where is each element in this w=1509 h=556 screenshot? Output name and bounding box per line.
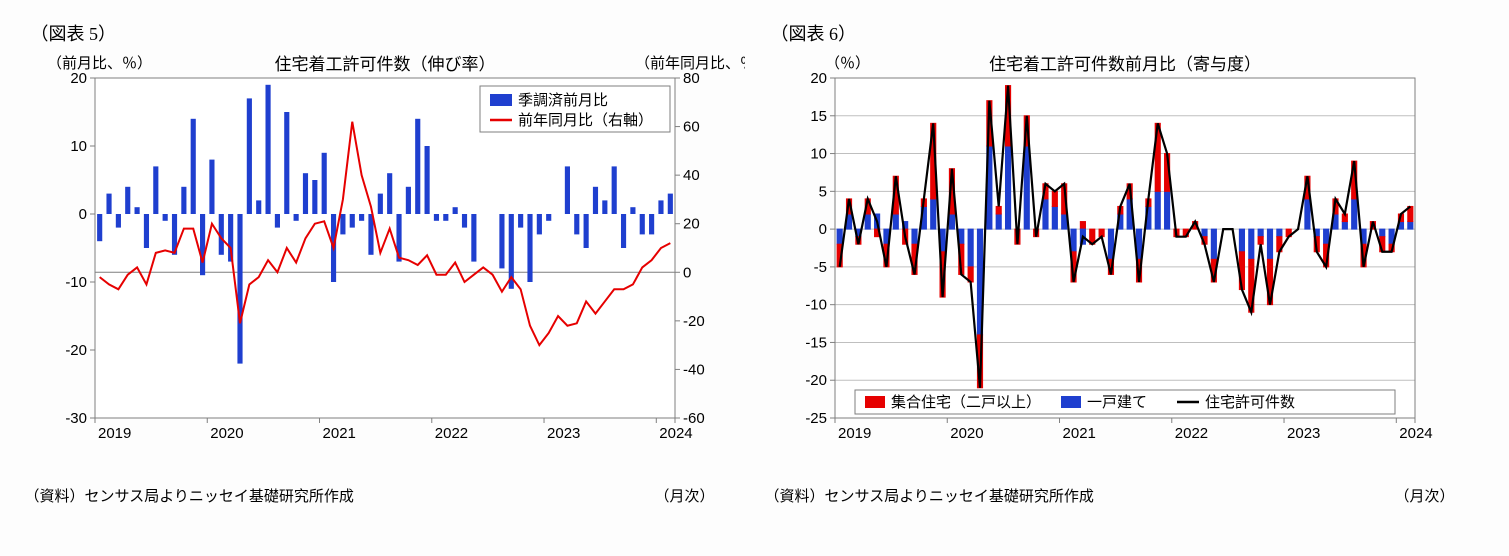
svg-text:15: 15 <box>810 108 827 125</box>
figure-5-xunit: （月次） <box>654 485 714 506</box>
svg-text:住宅着工許可件数前月比（寄与度）: 住宅着工許可件数前月比（寄与度） <box>989 55 1261 74</box>
svg-text:5: 5 <box>818 183 826 200</box>
svg-text:2020: 2020 <box>210 425 243 442</box>
svg-text:2021: 2021 <box>322 425 355 442</box>
svg-text:2024: 2024 <box>1399 425 1432 442</box>
svg-text:20: 20 <box>810 70 827 87</box>
svg-text:2019: 2019 <box>838 425 871 442</box>
svg-text:住宅着工許可件数（伸び率）: 住宅着工許可件数（伸び率） <box>274 55 495 74</box>
figure-6-caption: （図表 6） <box>771 20 1485 46</box>
svg-text:-40: -40 <box>683 361 705 378</box>
svg-text:0: 0 <box>818 221 826 238</box>
svg-text:0: 0 <box>78 206 86 223</box>
svg-text:-20: -20 <box>65 342 87 359</box>
figure-6-source: （資料）センサス局よりニッセイ基礎研究所作成 <box>765 485 1094 506</box>
figure-5-chart: （前月比、％）（前年同月比、％）住宅着工許可件数（伸び率）-30-20-1001… <box>25 48 745 478</box>
svg-text:-25: -25 <box>805 410 827 427</box>
svg-text:2024: 2024 <box>659 425 692 442</box>
svg-text:2022: 2022 <box>434 425 467 442</box>
svg-text:2022: 2022 <box>1174 425 1207 442</box>
svg-text:40: 40 <box>683 167 700 184</box>
svg-text:前年同月比（右軸）: 前年同月比（右軸） <box>518 112 653 129</box>
figure-6-chart: （％） 住宅着工許可件数前月比（寄与度） -25 -20 -15 -10 -5 0 5 10 15 2… <box>765 48 1485 478</box>
svg-text:-15: -15 <box>805 334 827 351</box>
svg-text:一戸建て: 一戸建て <box>1087 394 1147 411</box>
figure-5-caption: （図表 5） <box>31 20 745 46</box>
figure-6-xunit: （月次） <box>1394 485 1454 506</box>
figure-5-panel: （図表 5） （前月比、％）（前年同月比、％）住宅着工許可件数（伸び率）-30-… <box>25 20 745 506</box>
svg-text:20: 20 <box>70 70 87 87</box>
svg-text:住宅許可件数: 住宅許可件数 <box>1205 394 1295 411</box>
svg-text:集合住宅（二戸以上）: 集合住宅（二戸以上） <box>891 394 1041 411</box>
svg-text:80: 80 <box>683 70 700 87</box>
svg-text:-5: -5 <box>813 259 826 276</box>
figure-6-panel: （図表 6） （％） 住宅着工許可件数前月比（寄与度） -25 -20 -15 -10 -5… <box>765 20 1485 506</box>
svg-text:2020: 2020 <box>950 425 983 442</box>
svg-text:-10: -10 <box>65 274 87 291</box>
svg-text:-20: -20 <box>683 313 705 330</box>
svg-text:2023: 2023 <box>1287 425 1320 442</box>
svg-text:-30: -30 <box>65 410 87 427</box>
svg-text:0: 0 <box>683 264 691 281</box>
svg-text:季調済前月比: 季調済前月比 <box>518 92 608 109</box>
figure-5-source: （資料）センサス局よりニッセイ基礎研究所作成 <box>25 485 354 506</box>
svg-text:（前月比、％）: （前月比、％） <box>47 55 152 72</box>
svg-text:10: 10 <box>810 146 827 163</box>
svg-text:10: 10 <box>70 138 87 155</box>
svg-text:60: 60 <box>683 119 700 136</box>
svg-text:（％）: （％） <box>825 55 870 72</box>
svg-text:-10: -10 <box>805 297 827 314</box>
svg-text:20: 20 <box>683 216 700 233</box>
svg-text:-20: -20 <box>805 372 827 389</box>
svg-text:2023: 2023 <box>547 425 580 442</box>
svg-text:2019: 2019 <box>98 425 131 442</box>
svg-text:2021: 2021 <box>1062 425 1095 442</box>
